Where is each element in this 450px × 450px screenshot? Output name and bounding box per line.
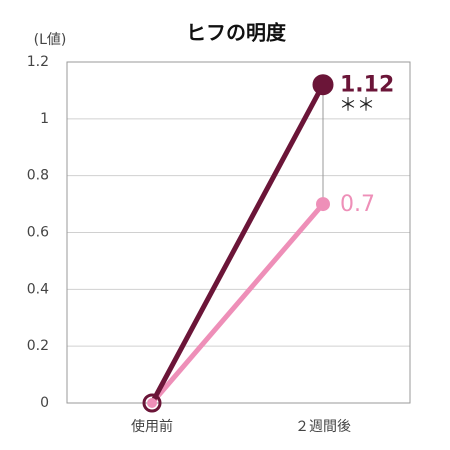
point <box>142 393 162 413</box>
point <box>316 197 330 212</box>
x-tick-label: 使用前 <box>131 418 173 435</box>
y-tick-label: 1 <box>40 111 49 127</box>
data-label: 0.7 <box>340 192 375 217</box>
series-line <box>149 83 326 405</box>
chart-title: ヒフの明度 <box>186 21 287 45</box>
y-tick-label: 0 <box>40 395 49 411</box>
point <box>147 398 157 408</box>
y-tick-label: 1.2 <box>27 54 49 70</box>
y-axis-label: (L値) <box>34 32 67 48</box>
y-tick-label: 0.6 <box>27 225 49 241</box>
y-tick-label: 0.2 <box>27 338 49 354</box>
annotation: ＊＊ <box>339 95 375 116</box>
point <box>312 74 334 96</box>
data-label: 1.12 <box>340 73 394 98</box>
plot-frame <box>66 61 411 404</box>
x-tick-label: ２週間後 <box>295 419 351 435</box>
series-line <box>150 202 325 405</box>
y-tick-label: 0.8 <box>27 168 49 184</box>
y-tick-label: 0.4 <box>27 281 49 297</box>
